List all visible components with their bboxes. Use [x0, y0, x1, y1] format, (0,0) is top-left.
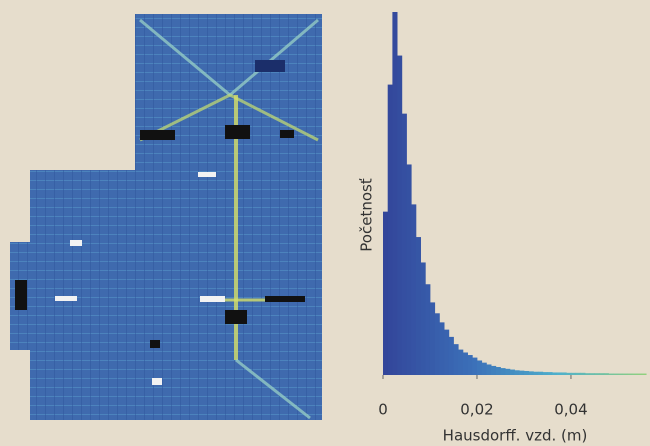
x-tick-label: 0,04 [554, 401, 587, 419]
bar [594, 373, 600, 375]
bar [641, 373, 647, 375]
x-axis-label: Hausdorff. vzd. (m) [443, 427, 588, 445]
y-axis-label: Početnosť [358, 178, 376, 252]
bar [589, 373, 595, 375]
bar [599, 373, 605, 375]
bar [561, 372, 567, 375]
bar [538, 371, 544, 375]
bar [603, 373, 609, 375]
bar [552, 372, 558, 375]
bar [570, 372, 577, 375]
bar [415, 237, 421, 375]
bar [556, 372, 562, 375]
bar [406, 164, 412, 375]
bar [448, 336, 454, 375]
bar [533, 371, 539, 375]
bar [613, 373, 619, 375]
bar [575, 372, 581, 375]
point-cloud [10, 14, 322, 420]
x-tick-label: 0 [378, 401, 388, 419]
bar [425, 284, 431, 375]
bar [439, 322, 445, 375]
bar [481, 362, 487, 375]
bar [387, 84, 393, 375]
bar [617, 373, 624, 375]
bar [542, 372, 548, 375]
bar [514, 370, 520, 375]
bar [392, 12, 398, 375]
bar [429, 302, 436, 375]
bar [505, 368, 511, 375]
bar [462, 352, 468, 375]
bar [528, 371, 534, 375]
bar [580, 372, 586, 375]
bar [627, 373, 633, 375]
bar [523, 371, 530, 375]
bar [401, 113, 407, 375]
bar [444, 329, 450, 375]
bar [547, 372, 553, 375]
bar [495, 367, 501, 375]
bar [476, 360, 483, 375]
bar [509, 369, 515, 375]
bar [420, 262, 426, 375]
bar [383, 211, 389, 375]
bar [519, 370, 525, 375]
x-tick-label: 0,02 [460, 401, 493, 419]
bar [622, 373, 628, 375]
bar [632, 373, 638, 375]
bar [636, 373, 642, 375]
bar [486, 364, 492, 375]
bar [472, 357, 478, 375]
bar [566, 372, 572, 375]
bar [608, 373, 614, 375]
bar [491, 365, 497, 375]
bar [453, 344, 459, 375]
bar [500, 368, 506, 375]
bar [585, 373, 591, 375]
bar [458, 349, 464, 375]
bar [397, 55, 403, 376]
bar [467, 355, 473, 375]
bar [434, 313, 440, 375]
bar [411, 204, 417, 375]
